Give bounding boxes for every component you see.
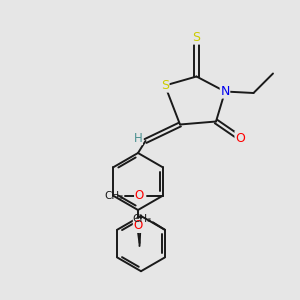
Text: O: O [235, 131, 245, 145]
Text: S: S [161, 79, 169, 92]
Text: CH₃: CH₃ [133, 214, 152, 224]
Text: S: S [193, 31, 200, 44]
Text: N: N [220, 85, 230, 98]
Text: H: H [134, 131, 142, 145]
Text: CH₃: CH₃ [104, 191, 124, 201]
Text: O: O [135, 189, 144, 202]
Text: O: O [134, 219, 142, 232]
